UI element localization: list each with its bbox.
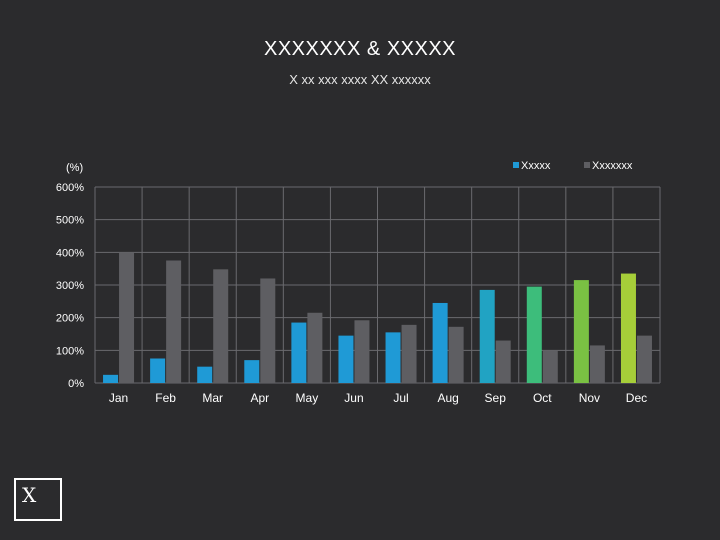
x-tick-label: Sep [485,391,507,405]
chart-title: XXXXXXX & XXXXX [263,38,457,60]
y-tick-label: 200% [56,313,84,325]
bar-series2-mar [213,269,229,383]
y-tick-label: 100% [56,345,84,357]
y-tick-label: 500% [56,215,84,227]
bar-series1-jan [103,374,119,383]
logo-text: X [22,483,37,507]
x-tick-label: Aug [437,391,458,405]
bar-series1-jun [338,335,354,383]
x-tick-label: Apr [250,391,269,405]
bar-series1-feb [150,358,166,383]
bar-series1-oct [526,286,542,383]
x-tick-label: Oct [533,391,552,405]
bar-series2-oct [542,350,558,383]
y-axis-label: (%) [66,162,83,174]
y-tick-label: 0% [68,378,84,390]
x-tick-label: Jul [393,391,408,405]
logo: X [14,478,62,521]
x-tick-label: Feb [155,391,176,405]
bar-series1-aug [432,302,448,383]
y-tick-label: 400% [56,247,84,259]
x-tick-label: Mar [202,391,223,405]
legend-swatch [584,162,590,168]
bar-series2-aug [448,326,464,383]
bar-series2-apr [260,278,276,383]
x-tick-label: Jun [344,391,363,405]
bar-series2-feb [166,260,182,383]
bar-series2-jul [401,324,417,383]
bar-series1-apr [244,360,260,383]
bar-series1-mar [197,366,213,383]
bar-series2-sep [495,340,511,383]
legend-label: Xxxxx [521,160,551,172]
legend-swatch [513,162,519,168]
bar-series1-may [291,322,307,383]
legend-label: Xxxxxxx [592,160,633,172]
bar-series1-dec [620,273,636,383]
x-tick-label: May [296,391,319,405]
x-tick-label: Dec [626,391,647,405]
bar-series2-nov [589,345,605,383]
y-tick-label: 600% [56,182,84,194]
y-tick-label: 300% [56,280,84,292]
x-tick-label: Jan [109,391,128,405]
x-tick-label: Nov [579,391,600,405]
bar-series2-may [307,312,323,383]
bar-series1-sep [479,289,495,383]
chart-subtitle: X xx xxx xxxx XX xxxxxx [289,72,431,87]
bar-series1-nov [573,280,589,383]
bar-series2-dec [636,335,652,383]
bar-series2-jun [354,320,370,383]
bar-series2-jan [119,252,135,383]
bar-series1-jul [385,332,401,383]
